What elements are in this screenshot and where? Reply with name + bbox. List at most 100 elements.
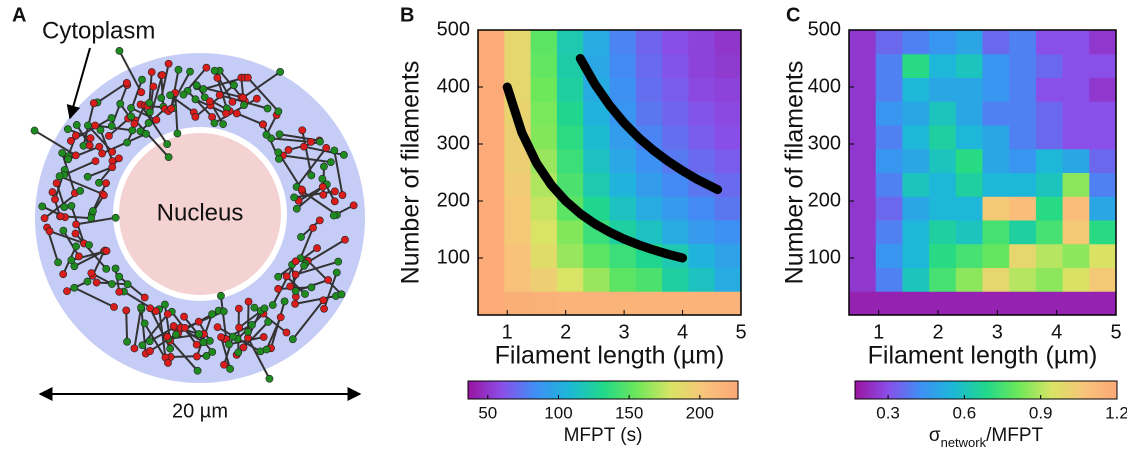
- cytoplasm-label: Cytoplasm: [42, 17, 155, 44]
- filament-end: [130, 344, 139, 353]
- filament-end: [85, 241, 93, 249]
- heatmap-cell: [1062, 291, 1090, 316]
- heatmap-cell: [635, 30, 663, 55]
- filament: [34, 129, 77, 157]
- filament-end: [220, 360, 228, 369]
- filament-end: [102, 179, 110, 188]
- scale-label: 20 µm: [172, 400, 228, 422]
- heatmap-cell: [688, 219, 716, 245]
- filament-end: [98, 149, 107, 158]
- x-tick-label: 5: [1110, 321, 1121, 343]
- filament-end: [166, 344, 175, 353]
- heatmap-cell: [530, 196, 558, 221]
- filament: [265, 316, 282, 350]
- heatmap-cell: [530, 30, 558, 55]
- heatmap-cell: [955, 243, 983, 269]
- heatmap-cell: [635, 77, 663, 102]
- colorbar-tick-label: 200: [686, 403, 714, 422]
- filament-end: [232, 109, 241, 118]
- x-tick-label: 3: [992, 321, 1003, 343]
- filament-end: [163, 310, 172, 319]
- heatmap-cell: [1089, 267, 1117, 292]
- nucleus-label: Nucleus: [157, 199, 244, 226]
- colorbar-tick-label: 1.2: [1105, 403, 1127, 422]
- filament-end: [164, 153, 173, 162]
- filament-end: [87, 214, 96, 222]
- heatmap-cell: [929, 101, 957, 126]
- heatmap-cell: [902, 101, 930, 126]
- filament-end: [60, 203, 69, 211]
- filament: [285, 275, 306, 295]
- filament-end: [166, 91, 175, 100]
- filament-end: [172, 330, 180, 339]
- heatmap-cell: [478, 172, 505, 197]
- heatmap-cell: [1062, 125, 1090, 150]
- heatmap-cell: [1035, 30, 1064, 55]
- filament: [294, 295, 337, 305]
- filament-end: [140, 319, 149, 328]
- panel-letter: C: [786, 4, 800, 26]
- heatmap-cell: [635, 101, 663, 126]
- filament-end: [123, 138, 131, 147]
- heatmap-cell: [982, 77, 1010, 102]
- filament: [125, 310, 129, 342]
- heatmap-cell: [875, 243, 903, 269]
- filament-end: [319, 296, 328, 305]
- filament-end: [84, 121, 92, 130]
- heatmap-cell: [1009, 77, 1037, 102]
- heatmap-cell: [583, 172, 610, 197]
- filament: [61, 152, 76, 194]
- filament-end: [205, 97, 214, 106]
- filament-end: [45, 227, 54, 236]
- heatmap-cell: [929, 148, 957, 173]
- filament-end: [72, 121, 81, 129]
- heatmap-cell: [530, 77, 558, 102]
- heatmap-cell: [714, 77, 742, 102]
- filament-end: [152, 115, 161, 124]
- y-tick-label: 500: [437, 18, 470, 40]
- heatmap-cell: [955, 101, 983, 126]
- heatmap-cell: [1009, 101, 1037, 126]
- filament-end: [193, 366, 202, 375]
- filament-end: [240, 101, 248, 109]
- heatmap-cell: [1035, 196, 1064, 221]
- heatmap-cell: [635, 196, 663, 221]
- filament-end: [280, 297, 289, 306]
- colorbar-tick-label: 0.9: [1029, 403, 1053, 422]
- filament-end: [115, 287, 124, 296]
- heatmap-cell: [478, 30, 505, 55]
- x-tick-label: 2: [560, 321, 571, 343]
- x-tick-label: 2: [932, 321, 943, 343]
- heatmap-cell: [982, 219, 1010, 245]
- heatmap-cell: [662, 267, 689, 292]
- heatmap-cell: [929, 291, 957, 316]
- heatmap-cell: [875, 172, 903, 197]
- filament: [170, 354, 207, 358]
- heatmap-cell: [688, 148, 716, 173]
- filament-end: [228, 97, 237, 106]
- filament: [194, 84, 235, 118]
- heatmap-cell: [530, 291, 558, 316]
- filament-end: [291, 287, 300, 296]
- filament-end: [292, 204, 301, 213]
- heatmap-cell: [688, 101, 716, 126]
- heatmap-cell: [1009, 243, 1037, 269]
- filament-end: [217, 291, 225, 300]
- heatmap-cell: [530, 267, 558, 292]
- filament-end: [208, 348, 217, 356]
- filament-end: [244, 297, 253, 306]
- filament-end: [158, 71, 167, 79]
- heatmap-cell: [609, 172, 637, 197]
- filament-end: [145, 337, 154, 346]
- filament-end: [291, 257, 300, 266]
- filament-end: [222, 109, 230, 118]
- filament-end: [338, 191, 347, 199]
- filament-end: [173, 129, 182, 138]
- heatmap-cell: [530, 125, 558, 150]
- heatmap-cell: [875, 291, 903, 316]
- heatmap-cell: [1062, 148, 1090, 173]
- heatmap-cell: [583, 30, 610, 55]
- filament: [96, 82, 128, 104]
- filament-end: [85, 141, 94, 150]
- filament-end: [349, 201, 358, 210]
